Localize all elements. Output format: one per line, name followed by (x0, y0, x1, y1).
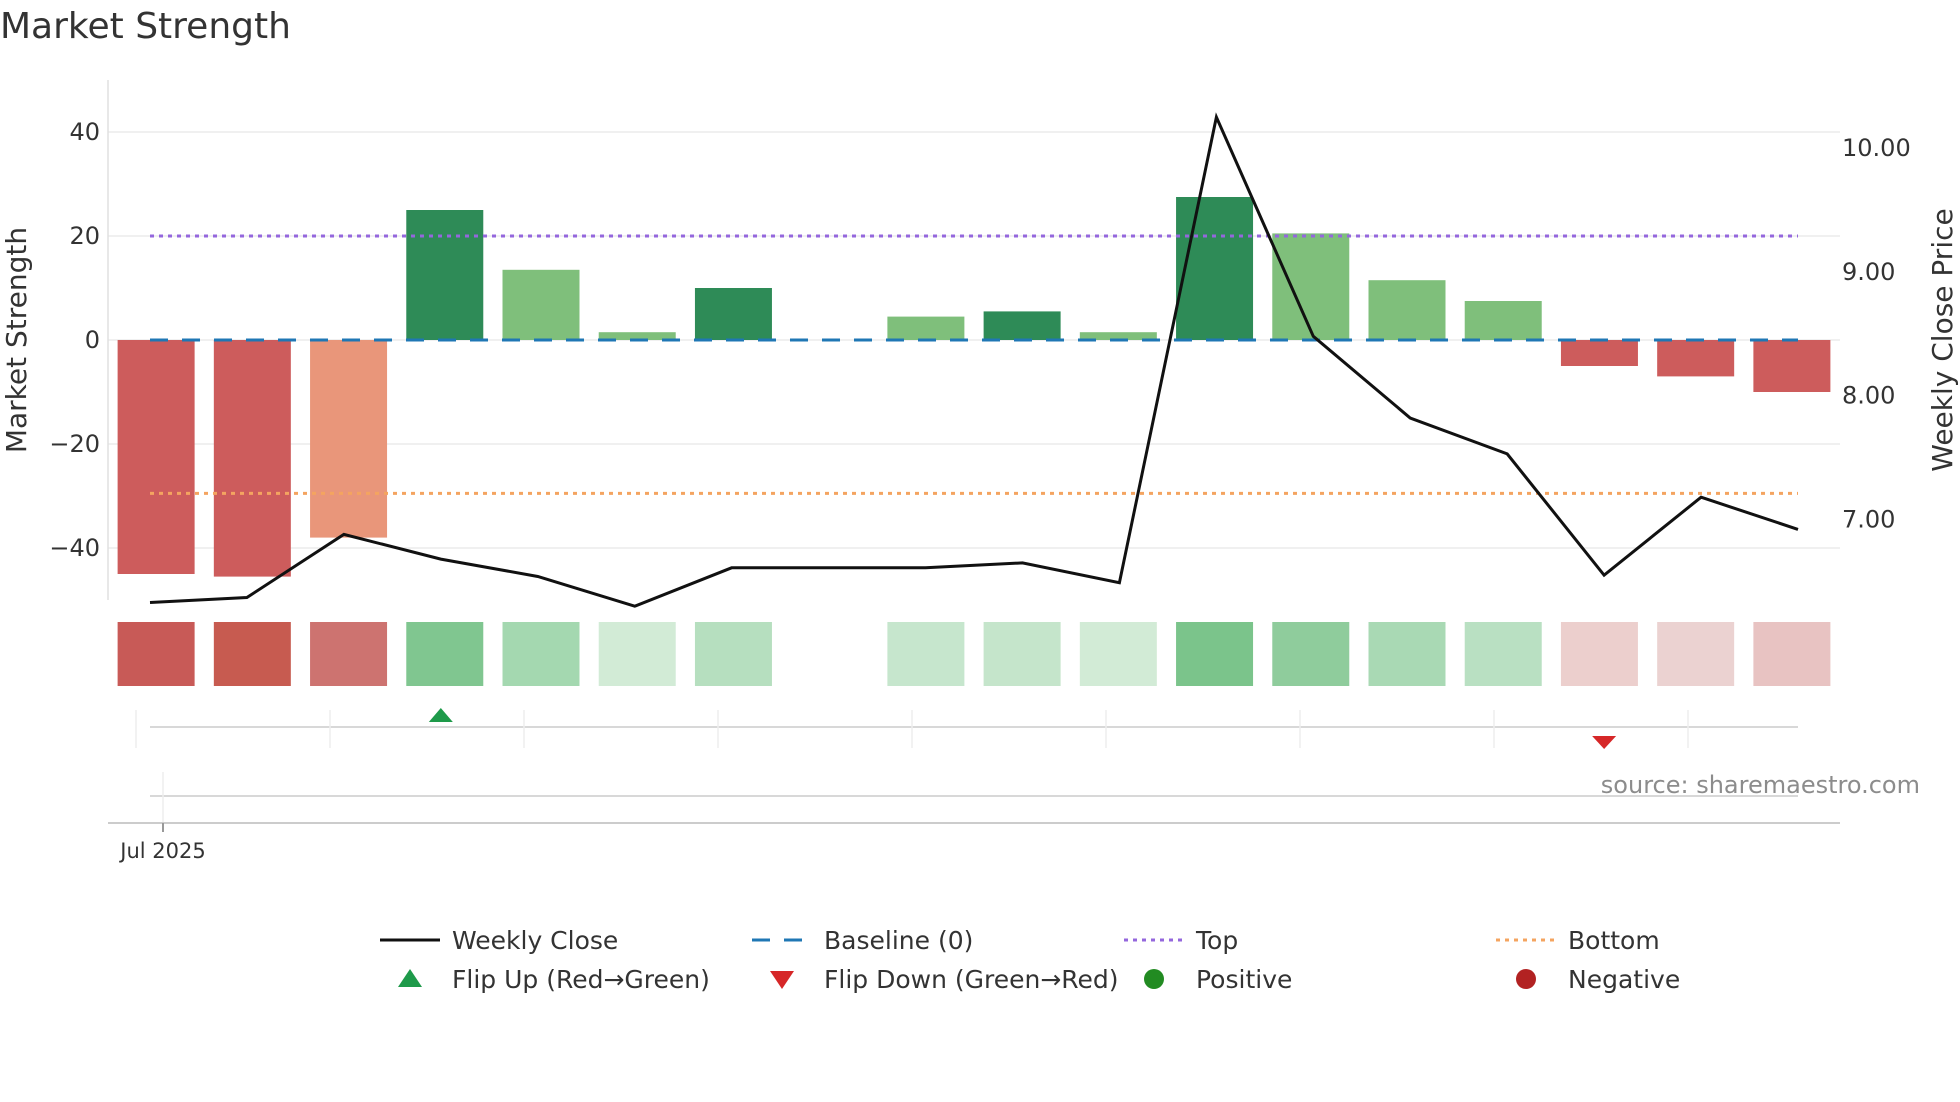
flip-markers-panel (135, 708, 1798, 749)
reference-lines (150, 234, 1798, 495)
legend-item: Baseline (0) (752, 926, 973, 955)
legend-label: Baseline (0) (824, 926, 973, 955)
heat-cell (213, 622, 291, 686)
y2-tick-label: 8.00 (1842, 382, 1895, 410)
legend-item: Flip Up (Red→Green) (398, 965, 710, 994)
legend-label: Top (1195, 926, 1238, 955)
strength-bar (1560, 340, 1638, 366)
strength-bar (213, 340, 291, 577)
legend-item: Bottom (1496, 926, 1660, 955)
strength-bar (502, 269, 580, 340)
heat-cell (406, 622, 484, 686)
axes: −40 −20 0 20 40 Market Strength 7.00 8.00 9.00 10… (0, 80, 1959, 600)
strength-heat-strip (117, 622, 1831, 686)
flip-up-marker (428, 708, 453, 722)
y-tick-label: 20 (69, 222, 100, 250)
y-axis-title: Market Strength (0, 227, 33, 453)
strength-bar (310, 340, 388, 538)
legend-label: Weekly Close (452, 926, 618, 955)
heat-cell (1368, 622, 1446, 686)
strength-bar (1753, 340, 1831, 392)
flip-down-marker (1592, 736, 1617, 749)
strength-bar (598, 332, 676, 340)
heat-cell (983, 622, 1061, 686)
legend-item: Flip Down (Green→Red) (770, 965, 1119, 994)
legend-label: Negative (1568, 965, 1680, 994)
legend-item: Top (1124, 926, 1238, 955)
y2-tick-label: 10.00 (1842, 134, 1911, 162)
weekly-close-line (149, 112, 1799, 608)
legend-item: Negative (1516, 965, 1680, 994)
heat-cell (1272, 622, 1350, 686)
legend-tri-down-swatch (770, 971, 794, 989)
heat-cell (1657, 622, 1735, 686)
legend-tri-up-swatch (398, 969, 422, 987)
weekly-close-series (149, 112, 1799, 608)
strength-bar (694, 288, 772, 340)
strength-bar (406, 210, 484, 340)
y2-tick-label: 7.00 (1842, 506, 1895, 534)
x-tick-label: Jul 2025 (118, 839, 205, 863)
date-axis-panel: Jul 2025 (108, 772, 1840, 863)
legend-circle-swatch (1144, 969, 1164, 989)
legend-label: Positive (1196, 965, 1292, 994)
strength-bar (1079, 332, 1157, 340)
strength-bar (1176, 197, 1254, 340)
legend: Weekly Close Baseline (0) Top Bottom Flip Up… (380, 926, 1680, 994)
strength-bar (1464, 301, 1542, 340)
legend-label: Bottom (1568, 926, 1660, 955)
legend-item: Positive (1144, 965, 1292, 994)
y-tick-label: −20 (49, 430, 100, 458)
chart-title: Market Strength (0, 6, 291, 47)
strength-bar (887, 316, 965, 340)
y2-axis-title: Weekly Close Price (1926, 208, 1959, 471)
legend-label: Flip Up (Red→Green) (452, 965, 710, 994)
y-tick-label: 40 (69, 118, 100, 146)
strength-bar (1657, 340, 1735, 377)
strength-bar (117, 340, 195, 574)
legend-item: Weekly Close (380, 926, 618, 955)
heat-cell (1464, 622, 1542, 686)
heat-cell (887, 622, 965, 686)
strength-bar (1368, 280, 1446, 340)
heat-cell (117, 622, 195, 686)
source-label: source: sharemaestro.com (1601, 771, 1920, 799)
y-tick-label: 0 (85, 326, 100, 354)
strength-bar (1272, 233, 1350, 340)
heat-cell (1560, 622, 1638, 686)
legend-label: Flip Down (Green→Red) (824, 965, 1119, 994)
heat-cell (502, 622, 580, 686)
heat-cell (1176, 622, 1254, 686)
heat-cell (598, 622, 676, 686)
heat-cell (310, 622, 388, 686)
y-tick-label: −40 (49, 534, 100, 562)
legend-circle-swatch (1516, 969, 1536, 989)
strength-bar (983, 311, 1061, 340)
heat-cell (694, 622, 772, 686)
y2-tick-label: 9.00 (1842, 258, 1895, 286)
strength-bars (117, 197, 1831, 577)
heat-cell (1079, 622, 1157, 686)
heat-cell (1753, 622, 1831, 686)
